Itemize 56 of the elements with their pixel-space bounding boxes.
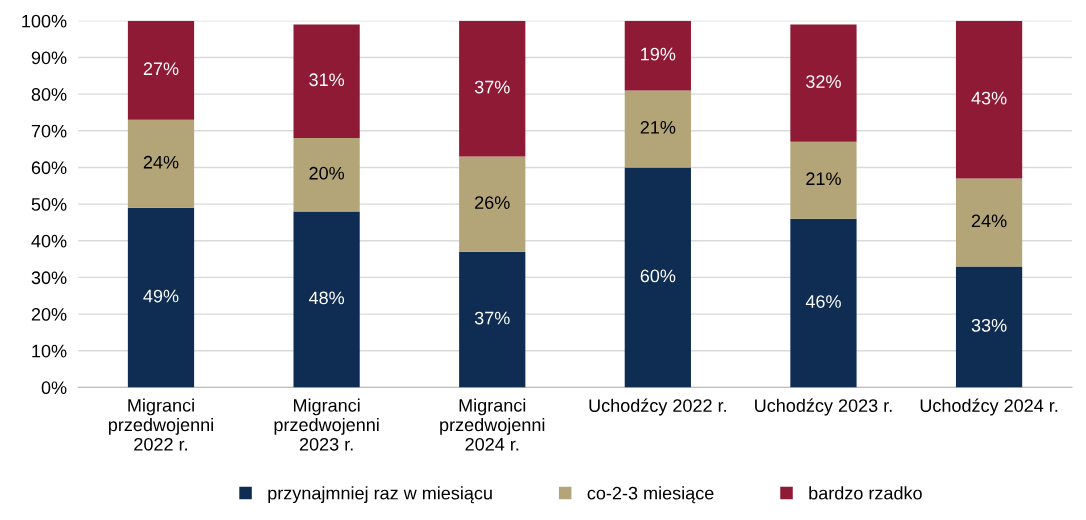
data-label: 37% <box>474 311 510 325</box>
y-tick-label: 40% <box>31 234 67 248</box>
y-tick-label: 10% <box>32 344 67 358</box>
x-tick-label: Migranci przedwojenni 2024 r. <box>440 398 545 451</box>
y-tick-label: 90% <box>31 51 67 65</box>
bar <box>293 138 360 212</box>
data-label: 48% <box>308 291 345 305</box>
data-label: 21% <box>806 172 841 186</box>
y-tick-label: 50% <box>31 198 67 211</box>
y-tick-label: 60% <box>31 161 67 175</box>
bar <box>955 266 1023 388</box>
bar <box>790 141 857 219</box>
bar <box>127 20 195 120</box>
data-label: 33% <box>971 318 1007 332</box>
bar <box>127 207 195 388</box>
y-tick-label: 0% <box>41 381 67 395</box>
x-tick-label: Migranci przedwojenni 2022 r. <box>108 398 213 451</box>
bar <box>459 20 526 157</box>
legend-label: co-2-3 miesiące <box>587 486 714 504</box>
data-label: 31% <box>309 73 345 87</box>
data-label: 49% <box>143 289 179 303</box>
data-label: 37% <box>474 80 510 94</box>
bar <box>293 211 360 388</box>
bar <box>955 20 1023 179</box>
data-label: 24% <box>971 214 1007 228</box>
y-tick-label: 100% <box>22 14 67 28</box>
y-tick-label: 20% <box>31 308 67 321</box>
data-label: 19% <box>641 47 676 61</box>
bar <box>790 24 857 142</box>
data-label: 60% <box>640 269 676 283</box>
x-tick-label: Uchodźcy 2022 r. <box>589 398 726 416</box>
data-label: 20% <box>309 166 345 180</box>
legend-label: bardzo rzadko <box>809 486 922 500</box>
bar <box>293 24 360 139</box>
data-label: 43% <box>971 91 1007 105</box>
bar <box>624 90 691 168</box>
x-tick-label: Uchodźcy 2024 r. <box>920 398 1058 416</box>
data-label: 21% <box>640 121 676 134</box>
data-label: 27% <box>143 62 179 76</box>
data-label: 24% <box>143 155 179 169</box>
legend-label: przynajmniej raz w miesiącu <box>268 486 492 504</box>
bar <box>790 218 857 388</box>
x-tick-label: Migranci przedwojenni 2023 r. <box>274 398 379 451</box>
data-label: 26% <box>475 196 510 209</box>
bar <box>459 156 526 252</box>
y-tick-label: 70% <box>31 124 67 138</box>
bar <box>459 251 526 388</box>
data-label: 46% <box>805 295 841 308</box>
bar <box>127 119 195 208</box>
y-tick-label: 30% <box>31 271 67 285</box>
bar <box>624 167 691 388</box>
x-tick-label: Uchodźcy 2023 r. <box>755 398 892 416</box>
data-label: 32% <box>806 75 841 88</box>
y-tick-label: 80% <box>31 88 67 101</box>
bar <box>955 178 1023 267</box>
bar <box>624 20 691 91</box>
